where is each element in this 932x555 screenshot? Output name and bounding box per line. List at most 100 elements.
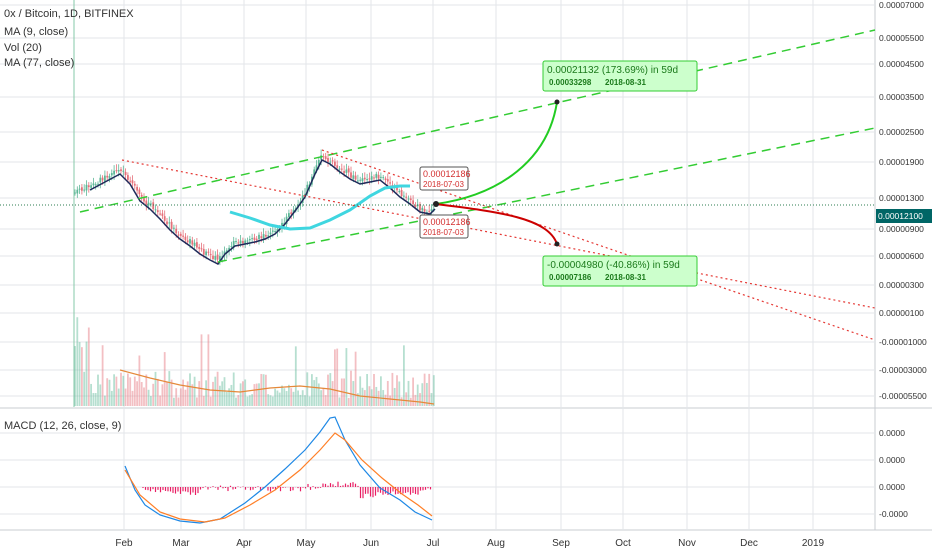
volume-bar [223, 377, 226, 406]
volume-bar [398, 381, 401, 406]
candle-body [110, 173, 113, 176]
target-up-text: 0.00021132 (173.69%) in 59d [547, 65, 678, 76]
volume-bar [143, 387, 145, 406]
volume-bar [331, 381, 334, 406]
volume-bar [205, 380, 207, 406]
volume-bar [186, 381, 189, 406]
y-tick-label: 0.00002500 [879, 127, 924, 137]
candle-body [255, 238, 258, 241]
candle-body [232, 240, 235, 248]
candle-body [156, 210, 159, 213]
volume-bar [191, 384, 194, 406]
candle-body [124, 171, 127, 176]
volume-bar [230, 384, 233, 406]
legend-volume[interactable]: Vol (20) [4, 42, 42, 54]
candle-body [389, 182, 391, 184]
volume-bar [324, 395, 327, 406]
volume-bar [407, 380, 410, 406]
volume-bar [419, 393, 421, 406]
volume-bar [396, 375, 398, 406]
candle-body [184, 236, 187, 241]
volume-bar [163, 352, 166, 406]
candle-body [133, 183, 136, 186]
volume-bar [294, 346, 297, 406]
candle-body [359, 179, 362, 181]
candle-body [409, 198, 412, 201]
candle-body [281, 222, 283, 228]
y-tick-label: 0.00005500 [879, 33, 924, 43]
volume-bar [403, 345, 405, 406]
candle-body [120, 169, 122, 172]
volume-bar [368, 386, 371, 406]
volume-bar [225, 391, 228, 406]
volume-bar [269, 395, 272, 406]
projection-origin-marker [433, 201, 439, 207]
volume-bar [78, 342, 81, 406]
volume-bar [274, 388, 276, 406]
legend-ma9[interactable]: MA (9, close) [4, 26, 69, 38]
volume-bar [189, 373, 191, 406]
candle-body [244, 240, 247, 245]
volume-bar [221, 381, 224, 406]
volume-bar [74, 346, 76, 406]
candle-body [269, 232, 272, 235]
volume-bar [400, 397, 403, 406]
volume-bar [81, 347, 83, 406]
candle-body [262, 234, 265, 239]
candle-body [74, 192, 76, 194]
volume-bar [168, 371, 171, 406]
candle-body [177, 234, 180, 236]
volume-bar [216, 371, 219, 406]
candle-body [159, 213, 161, 215]
candle-body [154, 209, 157, 211]
volume-bar [320, 390, 322, 406]
volume-bar [90, 383, 92, 406]
volume-bar [177, 397, 180, 406]
macd-tick-label: 0.0000 [879, 428, 905, 438]
volume-bar [127, 373, 129, 406]
candle-body [350, 172, 352, 178]
candle-body [140, 194, 143, 197]
candle-body [327, 157, 329, 162]
volume-bar [278, 392, 281, 406]
candle-body [373, 177, 375, 179]
candle-body [386, 179, 389, 182]
volume-bar [110, 390, 113, 406]
volume-bar [345, 348, 348, 406]
volume-bar [260, 373, 263, 406]
candle-body [288, 213, 290, 218]
y-tick-label: -0.00001000 [879, 337, 927, 347]
volume-bar [276, 390, 279, 406]
volume-bar [304, 395, 306, 406]
volume-bar [133, 376, 136, 406]
candle-body [315, 165, 318, 171]
macd-tick-label: -0.0000 [879, 509, 908, 519]
candle-body [336, 165, 339, 168]
volume-bar [251, 394, 253, 406]
volume-bar [106, 378, 109, 406]
chart-title: 0x / Bitcoin, 1D, BITFINEX [4, 8, 134, 20]
candle-body [352, 175, 355, 179]
candle-body [230, 246, 233, 248]
legend-ma77[interactable]: MA (77, close) [4, 57, 75, 69]
candle-body [150, 203, 152, 205]
y-tick-label: 0.00000900 [879, 224, 924, 234]
candle-body [228, 247, 230, 252]
candle-body [136, 186, 138, 191]
candle-body [340, 168, 343, 170]
volume-bar [244, 379, 247, 406]
price-tag-top-box [419, 166, 469, 191]
candle-body [414, 204, 417, 208]
volume-bar [423, 373, 426, 406]
candle-body [90, 185, 92, 188]
volume-bar [313, 380, 316, 406]
candle-body [274, 231, 276, 233]
volume-bar [145, 374, 148, 406]
candle-body [212, 255, 214, 260]
candle-body [322, 156, 325, 158]
volume-bar [120, 372, 122, 406]
candle-body [209, 253, 212, 255]
y-tick-label: 0.00001300 [879, 193, 924, 203]
